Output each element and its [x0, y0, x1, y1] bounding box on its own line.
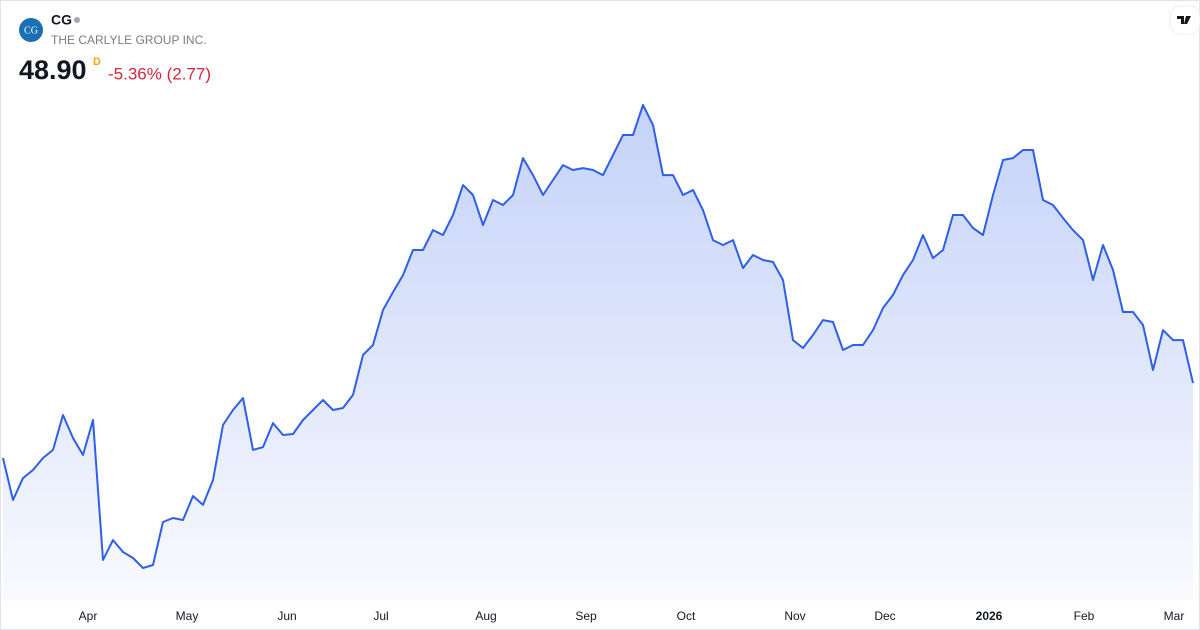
x-tick-label: Sep — [575, 609, 597, 623]
x-tick-label: Feb — [1074, 609, 1095, 623]
x-tick-label: Dec — [874, 609, 895, 623]
price: 48.90 — [19, 55, 87, 85]
area-fill — [3, 105, 1193, 600]
x-tick-label: Apr — [79, 609, 98, 623]
x-tick-label: Oct — [677, 609, 696, 623]
symbol: CG — [51, 12, 72, 28]
price-change: -5.36% (2.77) — [108, 64, 211, 83]
x-tick-label: Aug — [475, 609, 496, 623]
x-tick-label: 2026 — [976, 609, 1003, 623]
interval: D — [93, 56, 101, 68]
status-dot — [74, 17, 80, 23]
logo-text: CG — [24, 25, 38, 36]
x-tick-label: Jul — [373, 609, 388, 623]
logo — [19, 18, 43, 42]
company-name: THE CARLYLE GROUP INC. — [51, 33, 207, 47]
x-tick-label: Mar — [1164, 609, 1185, 623]
plot-area — [2, 104, 1194, 600]
x-tick-label: Jun — [277, 609, 296, 623]
tv-logo — [1169, 5, 1200, 35]
x-tick-label: May — [176, 609, 199, 623]
x-tick-label: Nov — [784, 609, 805, 623]
price-line — [2, 104, 1194, 569]
